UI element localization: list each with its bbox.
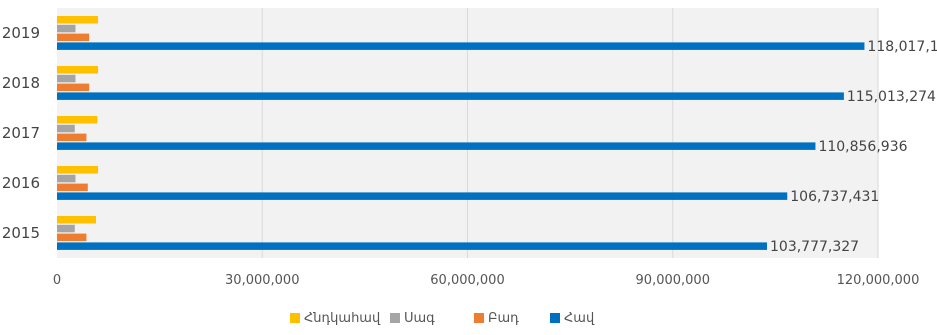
bar xyxy=(57,74,76,83)
bar xyxy=(57,166,99,174)
bars xyxy=(57,16,865,250)
data-label: 110,856,936 xyxy=(818,139,907,155)
bar xyxy=(57,116,98,124)
legend-swatch xyxy=(390,313,400,323)
bar xyxy=(57,24,76,33)
bar xyxy=(57,66,99,74)
bar xyxy=(57,192,788,200)
bar xyxy=(57,233,87,242)
data-label: 106,737,431 xyxy=(790,189,879,205)
bar xyxy=(57,124,75,133)
bar xyxy=(57,92,844,100)
y-category-label: 2017 xyxy=(2,124,40,142)
legend-swatch xyxy=(550,313,560,323)
bar xyxy=(57,174,76,183)
bar xyxy=(57,42,865,50)
legend-label: Հավ xyxy=(564,311,595,326)
data-label: 118,017,161 xyxy=(867,39,937,55)
y-axis-categories: 2015 2016 2017 2018 2019 xyxy=(2,24,40,242)
x-tick-label: 90,000,000 xyxy=(636,273,710,288)
y-category-label: 2019 xyxy=(2,24,40,42)
x-tick-label: 120,000,000 xyxy=(837,273,920,288)
bar xyxy=(57,216,96,224)
x-tick-label: 0 xyxy=(53,273,61,288)
legend-swatch xyxy=(290,313,300,323)
bar xyxy=(57,183,88,192)
legend: Հնդկահավ Սագ Բադ Հավ xyxy=(290,311,595,326)
data-label: 115,013,274 xyxy=(847,89,936,105)
data-label: 103,777,327 xyxy=(770,239,859,255)
x-tick-label: 60,000,000 xyxy=(430,273,504,288)
y-category-label: 2016 xyxy=(2,174,40,192)
data-labels: 103,777,327 106,737,431 110,856,936 115,013… xyxy=(770,39,937,255)
bar xyxy=(57,33,90,42)
y-category-label: 2015 xyxy=(2,224,40,242)
legend-swatch xyxy=(474,313,484,323)
legend-label: Սագ xyxy=(404,311,435,326)
legend-label: Հնդկահավ xyxy=(304,311,381,326)
legend-label: Բադ xyxy=(488,311,519,326)
bar xyxy=(57,83,90,92)
x-axis-ticks: 0 30,000,000 60,000,000 90,000,000 120,000,0… xyxy=(53,273,920,288)
bar xyxy=(57,224,75,233)
bar xyxy=(57,16,99,24)
x-tick-label: 30,000,000 xyxy=(225,273,299,288)
y-category-label: 2018 xyxy=(2,74,40,92)
bar xyxy=(57,133,87,142)
bar xyxy=(57,142,816,150)
bar xyxy=(57,242,768,250)
